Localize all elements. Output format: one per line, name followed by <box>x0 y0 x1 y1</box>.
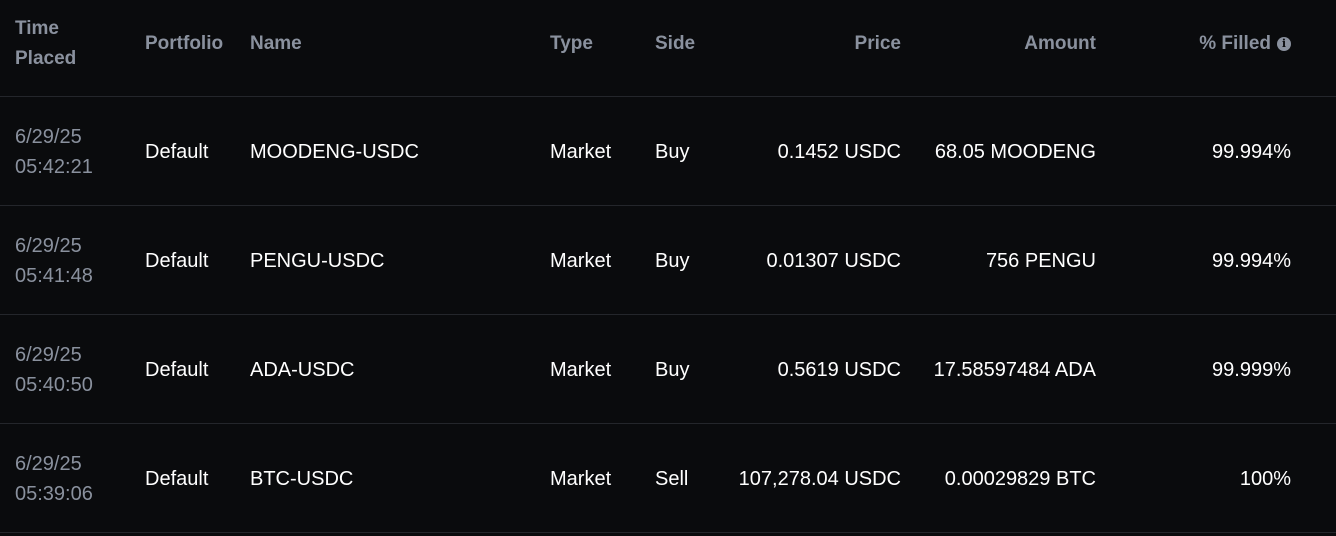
time-placed-cell: 6/29/25 05:40:50 <box>15 340 125 400</box>
order-time: 05:41:48 <box>15 265 93 287</box>
filled-cell: 99.994% <box>1212 250 1291 272</box>
type-cell: Market <box>550 141 612 163</box>
price-cell: 107,278.04 USDC <box>738 468 901 490</box>
side-cell: Sell <box>655 468 689 490</box>
header-portfolio[interactable]: Portfolio <box>145 33 224 54</box>
portfolio-cell: Default <box>145 250 209 272</box>
time-placed-cell: 6/29/25 05:39:06 <box>15 449 125 509</box>
time-placed-cell: 6/29/25 05:41:48 <box>15 231 125 291</box>
price-cell: 0.1452 USDC <box>777 141 901 163</box>
time-placed-cell: 6/29/25 05:42:21 <box>15 122 125 182</box>
header-filled-label: % Filled <box>1199 33 1271 54</box>
table-row[interactable]: 6/29/25 05:40:50 Default ADA-USDC Market… <box>0 315 1336 424</box>
header-time-line1: Time <box>15 18 60 39</box>
header-price[interactable]: Price <box>854 33 901 54</box>
header-amount[interactable]: Amount <box>1024 33 1096 54</box>
filled-cell: 99.994% <box>1212 141 1291 163</box>
price-cell: 0.5619 USDC <box>777 359 901 381</box>
side-cell: Buy <box>655 141 690 163</box>
amount-cell: 68.05 MOODENG <box>934 141 1096 163</box>
amount-cell: 17.58597484 ADA <box>933 359 1096 381</box>
side-cell: Buy <box>655 359 690 381</box>
header-side[interactable]: Side <box>655 33 696 54</box>
filled-cell: 100% <box>1239 468 1291 490</box>
side-cell: Buy <box>655 250 690 272</box>
name-cell: BTC-USDC <box>250 468 354 490</box>
portfolio-cell: Default <box>145 468 209 490</box>
type-cell: Market <box>550 359 612 381</box>
name-cell: ADA-USDC <box>250 359 355 381</box>
header-name[interactable]: Name <box>250 33 302 54</box>
header-time-placed[interactable]: Time Placed <box>15 14 125 74</box>
name-cell: PENGU-USDC <box>250 250 385 272</box>
filled-cell: 99.999% <box>1212 359 1291 381</box>
table-row[interactable]: 6/29/25 05:42:21 Default MOODENG-USDC Ma… <box>0 97 1336 206</box>
order-time: 05:39:06 <box>15 483 93 505</box>
info-icon[interactable]: i <box>1277 37 1291 51</box>
amount-cell: 756 PENGU <box>985 250 1096 272</box>
type-cell: Market <box>550 250 612 272</box>
table-row[interactable]: 6/29/25 05:41:48 Default PENGU-USDC Mark… <box>0 206 1336 315</box>
order-time: 05:42:21 <box>15 156 93 178</box>
name-cell: MOODENG-USDC <box>250 141 419 163</box>
order-date: 6/29/25 <box>15 453 82 475</box>
order-time: 05:40:50 <box>15 374 93 396</box>
header-type[interactable]: Type <box>550 33 593 54</box>
order-date: 6/29/25 <box>15 344 82 366</box>
header-time-line2: Placed <box>15 48 77 69</box>
table-header: Time Placed Portfolio Name Type Side Pri… <box>0 0 1336 97</box>
header-filled[interactable]: % Filled i <box>1100 29 1291 59</box>
order-date: 6/29/25 <box>15 235 82 257</box>
type-cell: Market <box>550 468 612 490</box>
portfolio-cell: Default <box>145 141 209 163</box>
order-date: 6/29/25 <box>15 126 82 148</box>
portfolio-cell: Default <box>145 359 209 381</box>
price-cell: 0.01307 USDC <box>766 250 901 272</box>
amount-cell: 0.00029829 BTC <box>944 468 1096 490</box>
table-row[interactable]: 6/29/25 05:39:06 Default BTC-USDC Market… <box>0 424 1336 533</box>
